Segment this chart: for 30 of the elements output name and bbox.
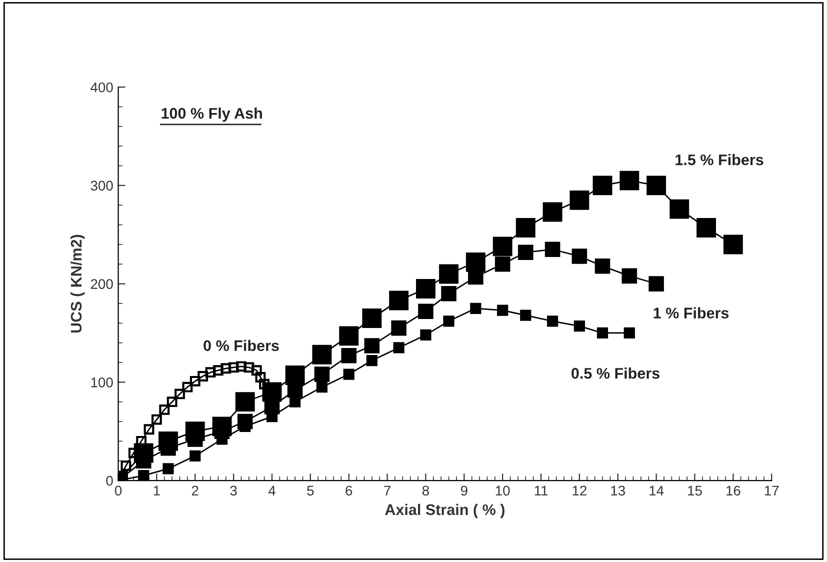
text: 0.5 % Fibers xyxy=(572,368,660,379)
y-tick-label: 300 xyxy=(90,180,113,191)
x-tick-label: 8 xyxy=(422,486,429,496)
y-tick-label: 100 xyxy=(91,377,113,388)
x-tick-label: 10 xyxy=(496,486,510,496)
series-label: 0 % Fibers xyxy=(204,340,279,352)
x-tick-label: 1 xyxy=(154,486,160,496)
x-axis-title: Axial Strain ( % ) xyxy=(385,504,504,518)
x-tick-label: 9 xyxy=(460,486,468,496)
annotation: 100 % Fly Ash xyxy=(162,108,262,122)
x-tick-label: 12 xyxy=(572,486,586,496)
x-tick-label: 15 xyxy=(688,486,702,496)
x-tick-label: 6 xyxy=(346,486,352,496)
x-tick-label: 16 xyxy=(726,486,740,496)
x-tick-label: 13 xyxy=(611,486,625,496)
x-tick-label: 7 xyxy=(384,486,390,496)
y-tick-label: 0 xyxy=(106,476,113,486)
x-tick-label: 4 xyxy=(268,486,276,496)
y-axis-title: UCS ( KN/m2) xyxy=(70,234,85,333)
x-tick-label: 0 xyxy=(114,486,122,496)
x-tick-label: 5 xyxy=(307,486,314,496)
x-tick-label: 2 xyxy=(192,486,198,496)
series-label: 1.5 % Fibers xyxy=(676,154,764,166)
series-label: 1 % Fibers xyxy=(654,307,729,318)
x-tick-label: 11 xyxy=(534,486,548,496)
x-tick-label: 17 xyxy=(764,486,779,496)
x-tick-label: 3 xyxy=(230,486,237,496)
y-tick-label: 400 xyxy=(90,82,113,92)
y-tick-label: 200 xyxy=(90,279,113,289)
x-tick-label: 14 xyxy=(650,486,664,496)
